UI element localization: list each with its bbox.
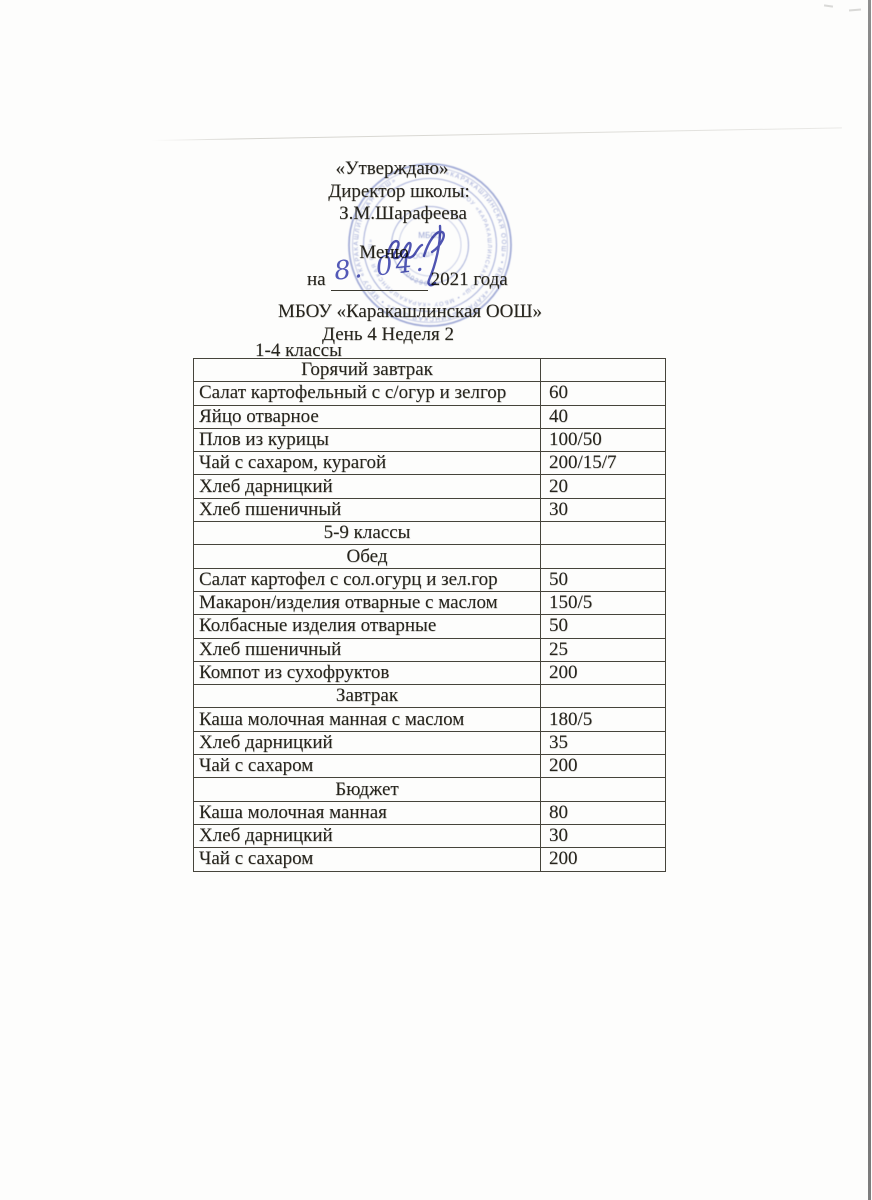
dish-name-cell: Каша молочная манная [193,800,541,825]
menu-item-row: Колбасные изделия отварные 50 [193,614,666,639]
portion-qty-cell: 40 [540,404,666,429]
portion-qty-cell: 60 [540,381,666,406]
portion-qty-cell: 35 [540,730,666,756]
dish-name-cell: Чай с сахаром [193,754,541,779]
dish-name-cell: Хлеб дарницкий [193,474,541,499]
portion-qty-cell: 200 [540,754,666,779]
portion-qty-cell: 200 [540,660,666,686]
menu-section-row: Горячий завтрак [193,357,666,383]
approve-label: «Утверждаю» [335,158,449,179]
grades-label: 1-4 классы [255,340,342,361]
section-label-cell: Обед [193,544,541,569]
menu-item-row: Компот из сухофруктов 200 [193,660,666,686]
menu-item-row: Хлеб пшеничный 25 [193,637,666,662]
dish-name-cell: Хлеб пшеничный [193,497,541,523]
dish-name-cell: Макарон/изделия отварные с маслом [193,590,541,616]
menu-item-row: Хлеб пшеничный 30 [193,497,666,523]
scanner-edge-shadow [868,0,871,1200]
menu-item-row: Чай с сахаром 200 [193,754,666,779]
portion-qty-cell [540,521,666,546]
dish-name-cell: Хлеб дарницкий [193,730,541,756]
scan-speck [848,8,862,12]
director-label: Директор школы: [328,181,470,202]
menu-item-row: Чай с сахаром, курагой 200/15/7 [193,451,666,476]
menu-item-row: Яйцо отварное 40 [193,404,666,429]
menu-item-row: Макарон/изделия отварные с маслом 150/5 [193,590,666,616]
scan-artifact-line [151,127,842,141]
menu-item-row: Чай с сахаром 200 [193,847,666,872]
menu-item-row: Хлеб дарницкий 30 [193,823,666,849]
dish-name-cell: Хлеб пшеничный [193,637,541,662]
menu-item-row: Хлеб дарницкий 35 [193,730,666,756]
menu-item-row: Каша молочная манная с маслом 180/5 [193,707,666,732]
dish-name-cell: Салат картофельный с с/огур и зелгор [193,381,541,406]
menu-section-row: Обед [193,544,666,569]
dish-name-cell: Салат картофел с сол.огурц и зел.гор [193,567,541,592]
date-suffix: 2021 года [430,269,508,290]
menu-item-row: Салат картофел с сол.огурц и зел.гор 50 [193,567,666,592]
menu-section-row: Бюджет [193,777,666,802]
portion-qty-cell: 200/15/7 [540,451,666,476]
menu-item-row: Хлеб дарницкий 20 [193,474,666,499]
menu-section-row: 5-9 классы [193,521,666,546]
date-prefix: на [307,269,326,290]
dish-name-cell: Чай с сахаром, курагой [193,451,541,476]
school-name: МБОУ «Каракашлинская ООШ» [277,301,543,322]
portion-qty-cell [540,684,666,709]
section-label-cell: Завтрак [193,684,541,709]
portion-qty-cell [540,357,666,383]
portion-qty-cell: 20 [540,474,666,499]
portion-qty-cell: 50 [540,567,666,592]
dish-name-cell: Чай с сахаром [193,847,541,872]
portion-qty-cell: 150/5 [540,590,666,616]
dish-name-cell: Яйцо отварное [193,404,541,429]
dish-name-cell: Каша молочная манная с маслом [193,707,541,732]
dish-name-cell: Колбасные изделия отварные [193,614,541,639]
scan-speck [823,4,834,8]
date-blank-underline [330,266,428,291]
portion-qty-cell: 30 [540,497,666,523]
portion-qty-cell: 80 [540,800,666,825]
dish-name-cell: Плов из курицы [193,427,541,453]
portion-qty-cell: 50 [540,614,666,639]
menu-item-row: Каша молочная манная 80 [193,800,666,825]
portion-qty-cell: 180/5 [540,707,666,732]
menu-table: Горячий завтрак Салат картофельный с с/ог… [193,357,666,872]
menu-table-body: Горячий завтрак Салат картофельный с с/ог… [193,357,666,872]
menu-item-row: Плов из курицы 100/50 [193,427,666,453]
stamp-center-text: МБОУ [418,231,442,240]
school-round-stamp: • МБОУ «КАРАКАШЛИНСКАЯ ООШ» • МБОУ «КАРА… [345,160,515,330]
portion-qty-cell [540,777,666,802]
portion-qty-cell: 30 [540,823,666,849]
day-week-label: День 4 Неделя 2 [322,324,454,345]
portion-qty-cell: 200 [540,847,666,872]
section-label-cell: 5-9 классы [193,521,541,546]
section-label-cell: Горячий завтрак [193,357,541,383]
menu-item-row: Салат картофельный с с/огур и зелгор 60 [193,381,666,406]
portion-qty-cell: 100/50 [540,427,666,453]
director-signature [386,224,445,287]
director-name: З.М.Шарафеева [339,203,467,224]
dish-name-cell: Компот из сухофруктов [193,660,541,686]
portion-qty-cell: 25 [540,637,666,662]
date-line: на 2021 года [307,266,508,291]
section-label-cell: Бюджет [193,777,541,802]
portion-qty-cell [540,544,666,569]
dish-name-cell: Хлеб дарницкий [193,823,541,849]
menu-section-row: Завтрак [193,684,666,709]
